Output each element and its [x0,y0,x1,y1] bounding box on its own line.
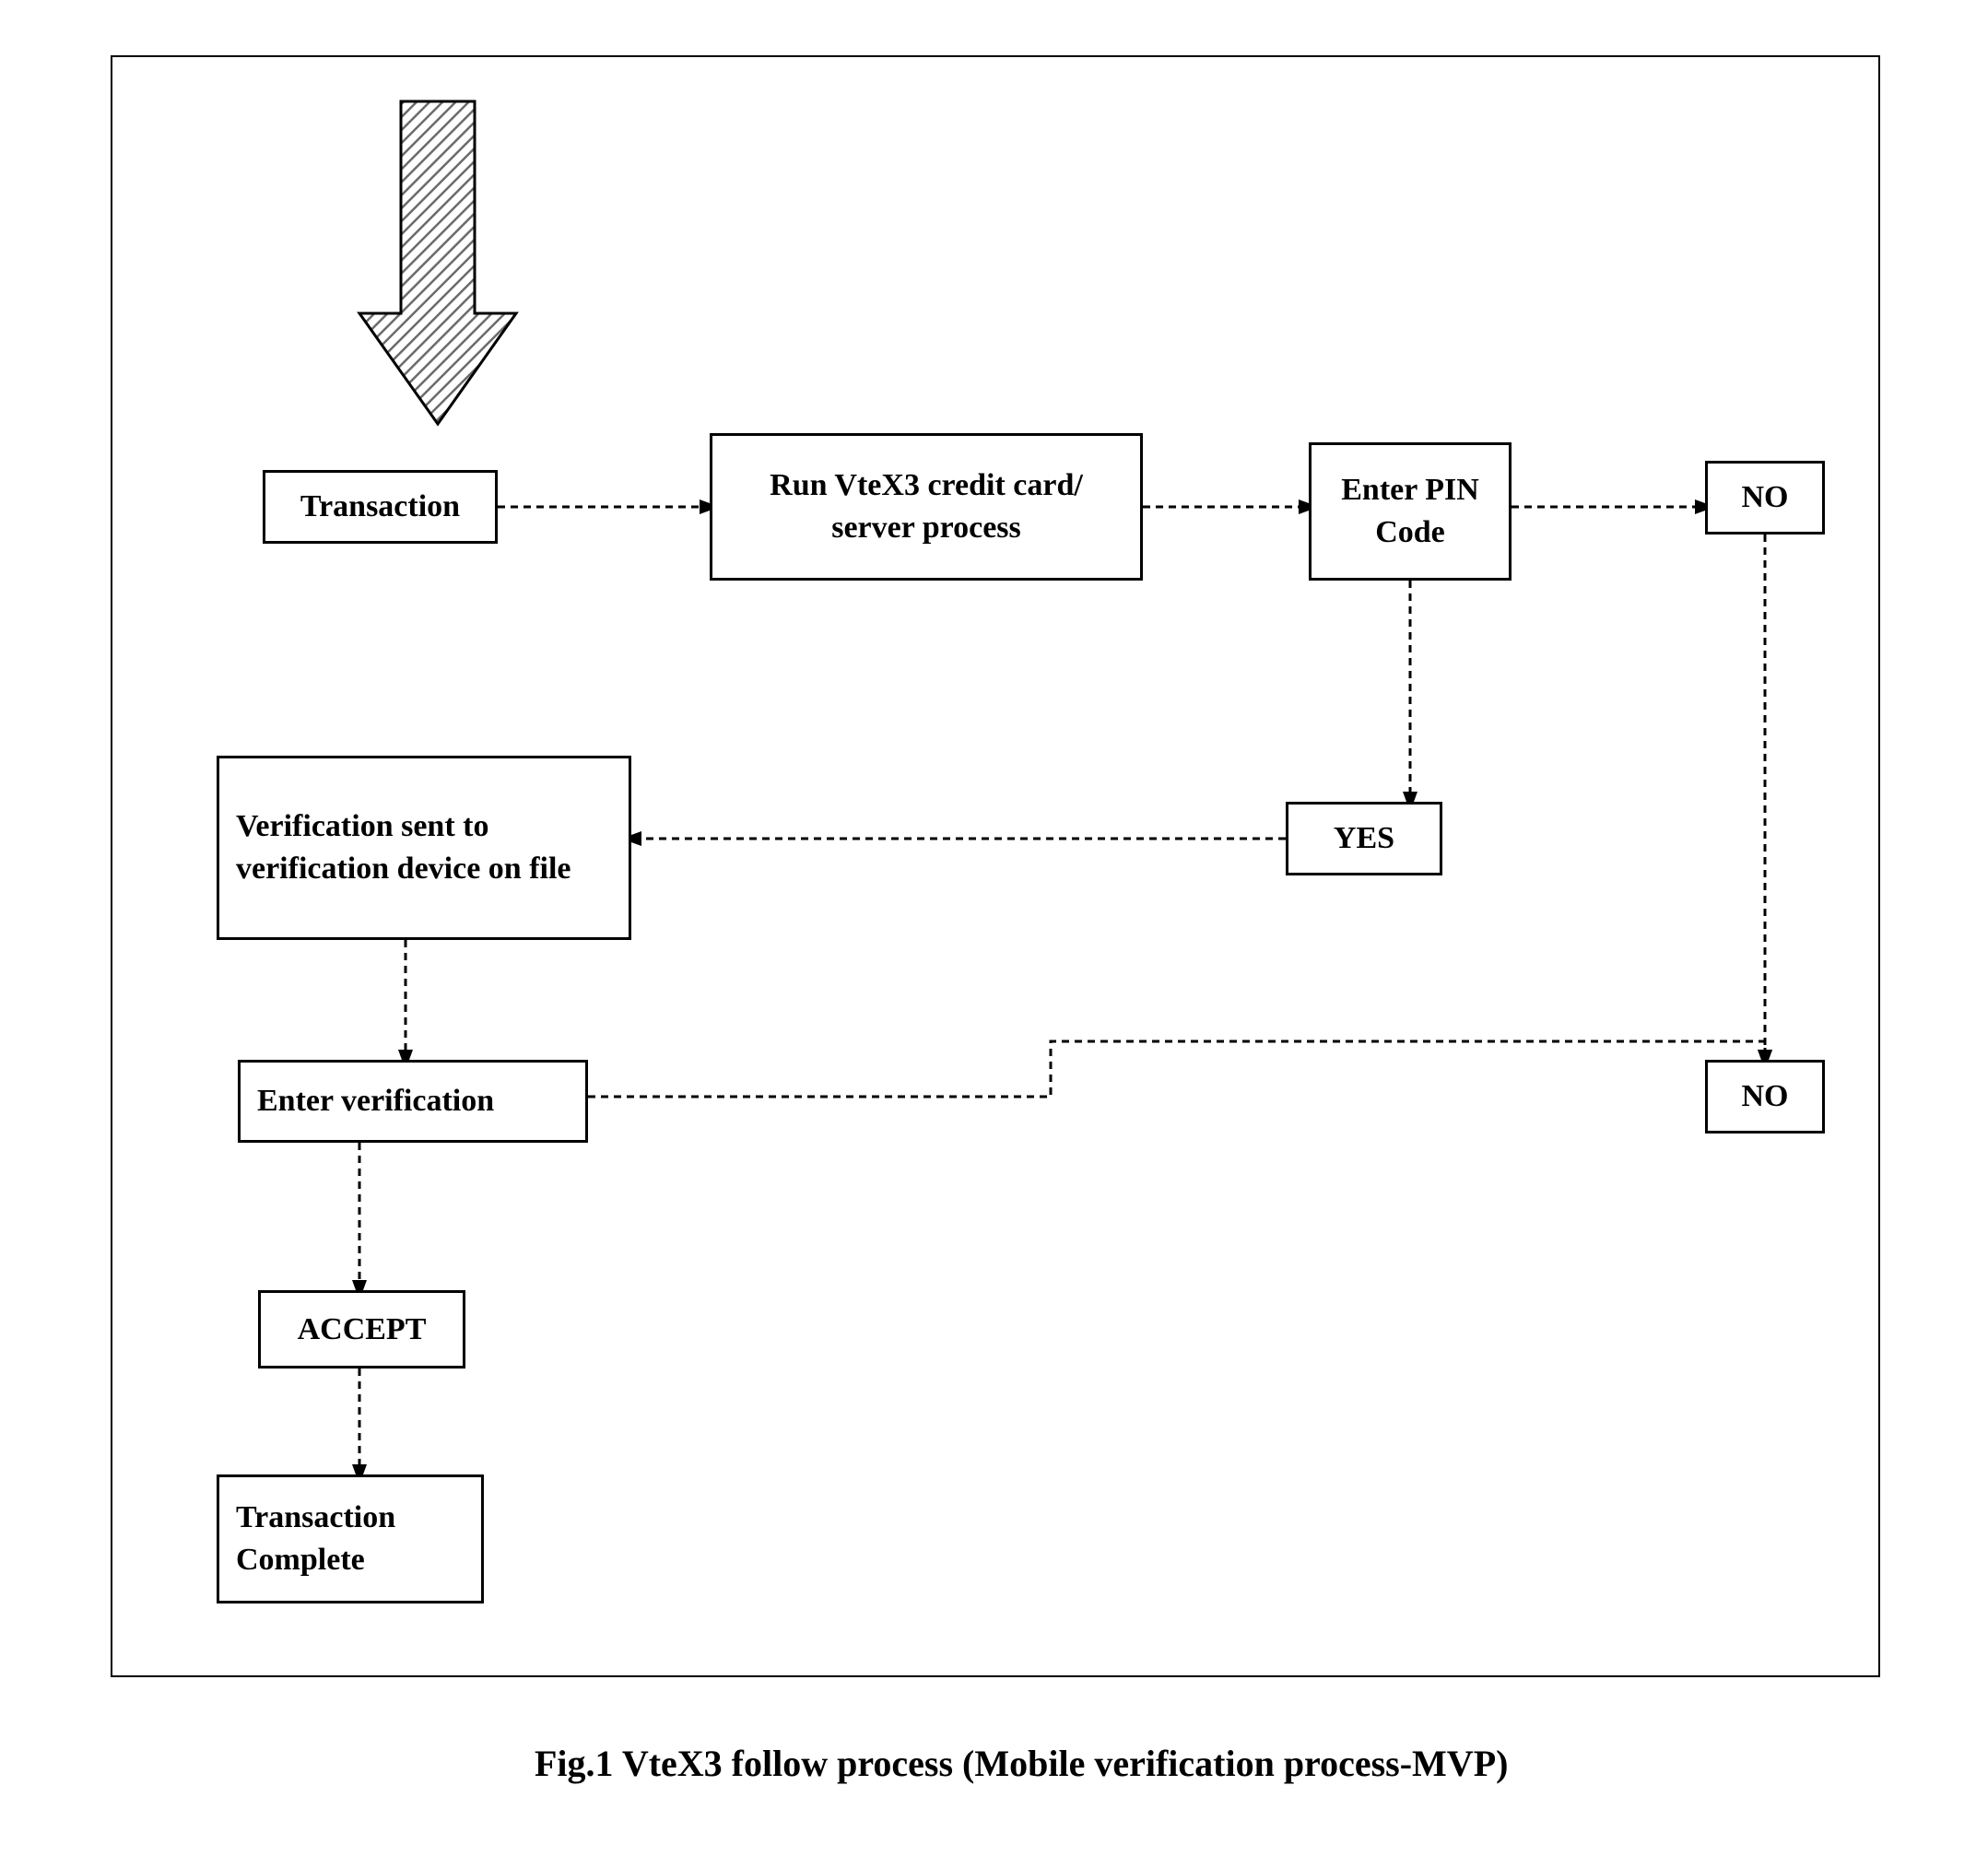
node-enter-pin: Enter PIN Code [1309,442,1512,581]
caption-text: Fig.1 VteX3 follow process (Mobile verif… [535,1743,1508,1784]
node-accept: ACCEPT [258,1290,465,1369]
node-label: NO [1742,1075,1789,1118]
edge-enterverif-to-nobottom [588,1041,1765,1097]
node-no-top: NO [1705,461,1825,534]
node-transaction-complete: Transaction Complete [217,1474,484,1603]
node-verification-sent: Verification sent to verification device… [217,756,631,940]
figure-caption: Fig.1 VteX3 follow process (Mobile verif… [535,1742,1508,1785]
node-label: Verification sent to verification device… [236,805,612,890]
node-label: YES [1334,817,1394,860]
node-label: Enter PIN Code [1328,469,1492,554]
node-label: Enter verification [257,1080,494,1122]
node-no-bottom: NO [1705,1060,1825,1134]
node-label: ACCEPT [298,1309,427,1351]
flowchart-canvas: Transaction Run VteX3 credit card/ serve… [37,37,1951,1819]
node-label: Run VteX3 credit card/ server process [729,464,1123,549]
node-run-vtex3: Run VteX3 credit card/ server process [710,433,1143,581]
node-label: NO [1742,476,1789,519]
node-enter-verification: Enter verification [238,1060,588,1143]
node-transaction: Transaction [263,470,498,544]
node-label: Transaction Complete [236,1497,465,1581]
node-yes: YES [1286,802,1442,875]
start-arrow-icon [359,101,516,424]
node-label: Transaction [300,486,460,528]
